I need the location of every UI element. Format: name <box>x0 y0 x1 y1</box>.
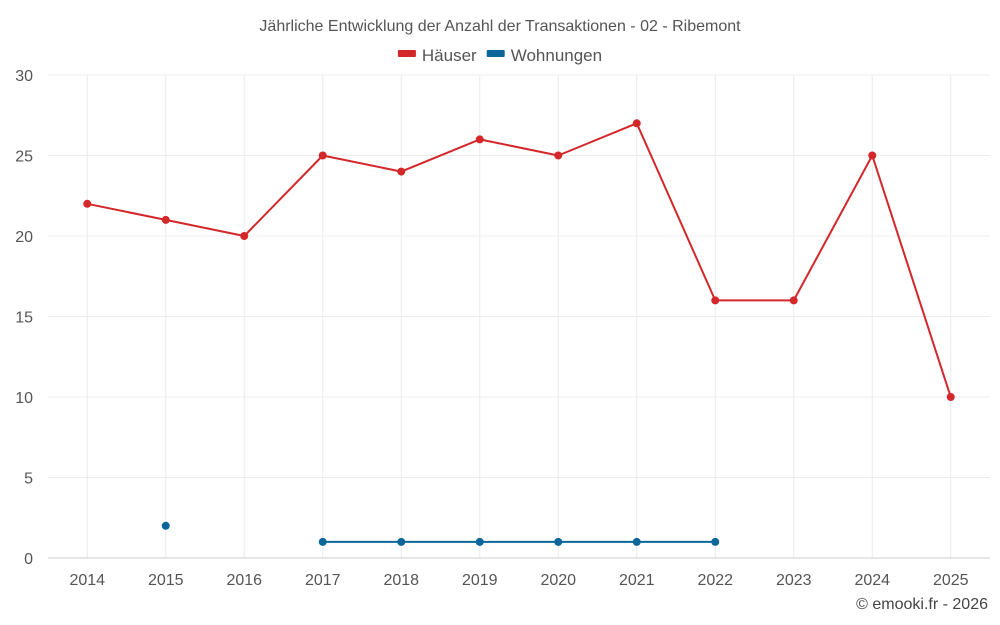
y-tick-label: 15 <box>15 310 33 327</box>
x-axis: 2014 2015 2016 2017 2018 2019 2020 2021 2022 2023… <box>69 572 968 589</box>
x-tick-label: 2021 <box>619 572 655 589</box>
y-tick-label: 25 <box>15 149 33 166</box>
x-tick-label: 2015 <box>148 572 184 589</box>
x-tick-label: 2018 <box>383 572 419 589</box>
data-point[interactable] <box>554 537 563 546</box>
y-tick-label: 10 <box>15 390 33 407</box>
data-point[interactable] <box>554 151 563 160</box>
legend: Häuser Wohnungen <box>397 46 602 65</box>
x-tick-label: 2019 <box>462 572 498 589</box>
data-point[interactable] <box>711 537 720 546</box>
x-tick-label: 2017 <box>305 572 341 589</box>
legend-label: Wohnungen <box>511 46 602 65</box>
x-tick-label: 2020 <box>540 572 576 589</box>
data-point[interactable] <box>318 151 327 160</box>
data-point[interactable] <box>83 199 92 208</box>
data-point[interactable] <box>397 167 406 176</box>
data-point[interactable] <box>789 296 798 305</box>
data-point[interactable] <box>161 215 170 224</box>
data-point[interactable] <box>946 393 955 401</box>
x-tick-label: 2014 <box>69 572 105 589</box>
series-häuser <box>83 119 955 401</box>
data-point[interactable] <box>318 537 327 546</box>
x-tick-label: 2023 <box>776 572 812 589</box>
data-point[interactable] <box>711 296 720 305</box>
data-point[interactable] <box>475 537 484 546</box>
x-tick-label: 2016 <box>226 572 262 589</box>
y-axis: 0 5 10 15 20 25 30 <box>15 68 33 568</box>
data-point[interactable] <box>868 151 877 160</box>
series-wohnungen <box>161 521 720 546</box>
x-tick-label: 2022 <box>697 572 733 589</box>
series-line <box>87 122 952 398</box>
chart-title: Jährliche Entwicklung der Anzahl der Tra… <box>259 18 741 35</box>
data-point[interactable] <box>632 537 641 546</box>
legend-swatch <box>397 50 416 57</box>
legend-item[interactable]: Häuser <box>397 46 477 65</box>
data-point[interactable] <box>397 537 406 546</box>
y-tick-label: 20 <box>15 229 33 246</box>
data-point[interactable] <box>632 119 641 128</box>
data-point[interactable] <box>240 232 249 240</box>
data-point[interactable] <box>475 135 484 144</box>
y-tick-label: 30 <box>15 68 33 85</box>
y-tick-label: 0 <box>24 551 33 568</box>
x-tick-label: 2024 <box>854 572 890 589</box>
data-point[interactable] <box>161 521 170 530</box>
legend-swatch <box>486 50 505 57</box>
x-tick-label: 2025 <box>933 572 969 589</box>
legend-item[interactable]: Wohnungen <box>486 46 602 65</box>
credit-text: © emooki.fr - 2026 <box>856 596 988 613</box>
y-tick-label: 5 <box>24 471 33 488</box>
legend-label: Häuser <box>422 46 477 65</box>
series-group <box>83 119 955 546</box>
